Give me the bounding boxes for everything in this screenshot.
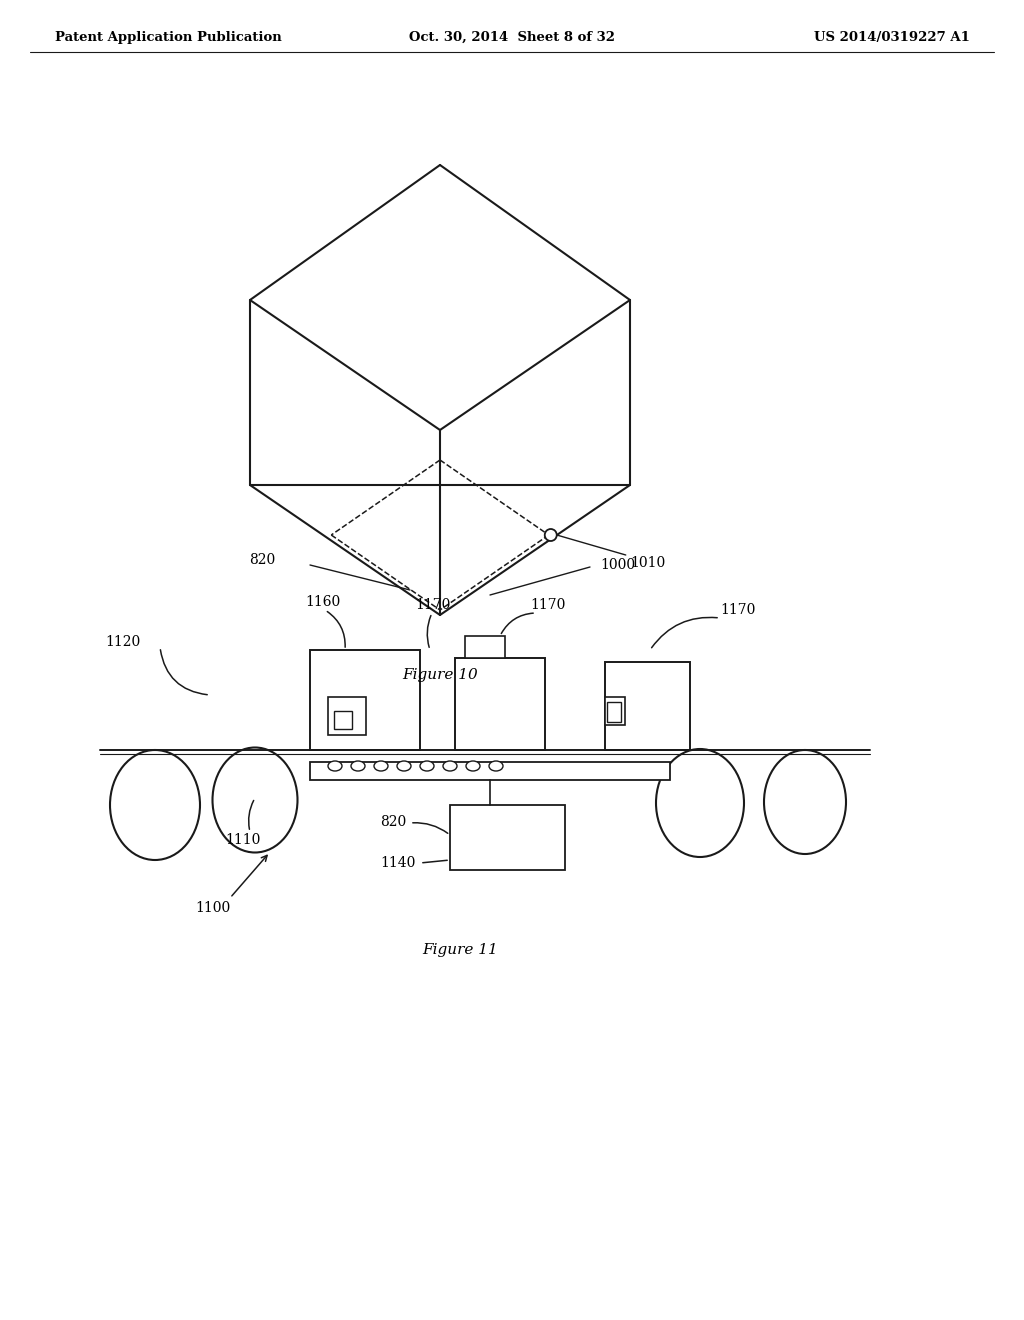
Ellipse shape	[328, 762, 342, 771]
Ellipse shape	[420, 762, 434, 771]
Text: 1170: 1170	[530, 598, 565, 612]
Ellipse shape	[764, 750, 846, 854]
Text: 1160: 1160	[305, 595, 340, 609]
Text: 820: 820	[249, 553, 275, 568]
Ellipse shape	[110, 750, 200, 861]
Text: 1010: 1010	[631, 556, 666, 570]
Text: 1140: 1140	[380, 855, 416, 870]
Ellipse shape	[374, 762, 388, 771]
Text: US 2014/0319227 A1: US 2014/0319227 A1	[814, 30, 970, 44]
Text: Figure 11: Figure 11	[422, 942, 498, 957]
Ellipse shape	[656, 748, 744, 857]
Text: 1170: 1170	[415, 598, 451, 612]
Ellipse shape	[489, 762, 503, 771]
Text: Patent Application Publication: Patent Application Publication	[55, 30, 282, 44]
Text: Figure 10: Figure 10	[402, 668, 478, 682]
Circle shape	[545, 529, 557, 541]
Bar	[310, 649, 420, 750]
Ellipse shape	[397, 762, 411, 771]
Text: 1000: 1000	[600, 558, 635, 572]
Text: 1110: 1110	[225, 833, 260, 847]
Ellipse shape	[443, 762, 457, 771]
Ellipse shape	[466, 762, 480, 771]
Bar	[450, 805, 565, 870]
Ellipse shape	[351, 762, 365, 771]
Bar	[607, 702, 621, 722]
Bar	[334, 711, 352, 729]
Ellipse shape	[213, 747, 298, 853]
Bar	[310, 762, 670, 780]
Bar	[465, 636, 505, 657]
Text: 1170: 1170	[720, 603, 756, 616]
Bar	[455, 657, 545, 750]
Bar	[605, 663, 690, 750]
Text: Oct. 30, 2014  Sheet 8 of 32: Oct. 30, 2014 Sheet 8 of 32	[409, 30, 615, 44]
Bar	[328, 697, 366, 735]
Text: 1120: 1120	[105, 635, 140, 649]
Text: 820: 820	[380, 814, 407, 829]
Text: 1100: 1100	[195, 902, 230, 915]
Bar	[605, 697, 625, 725]
